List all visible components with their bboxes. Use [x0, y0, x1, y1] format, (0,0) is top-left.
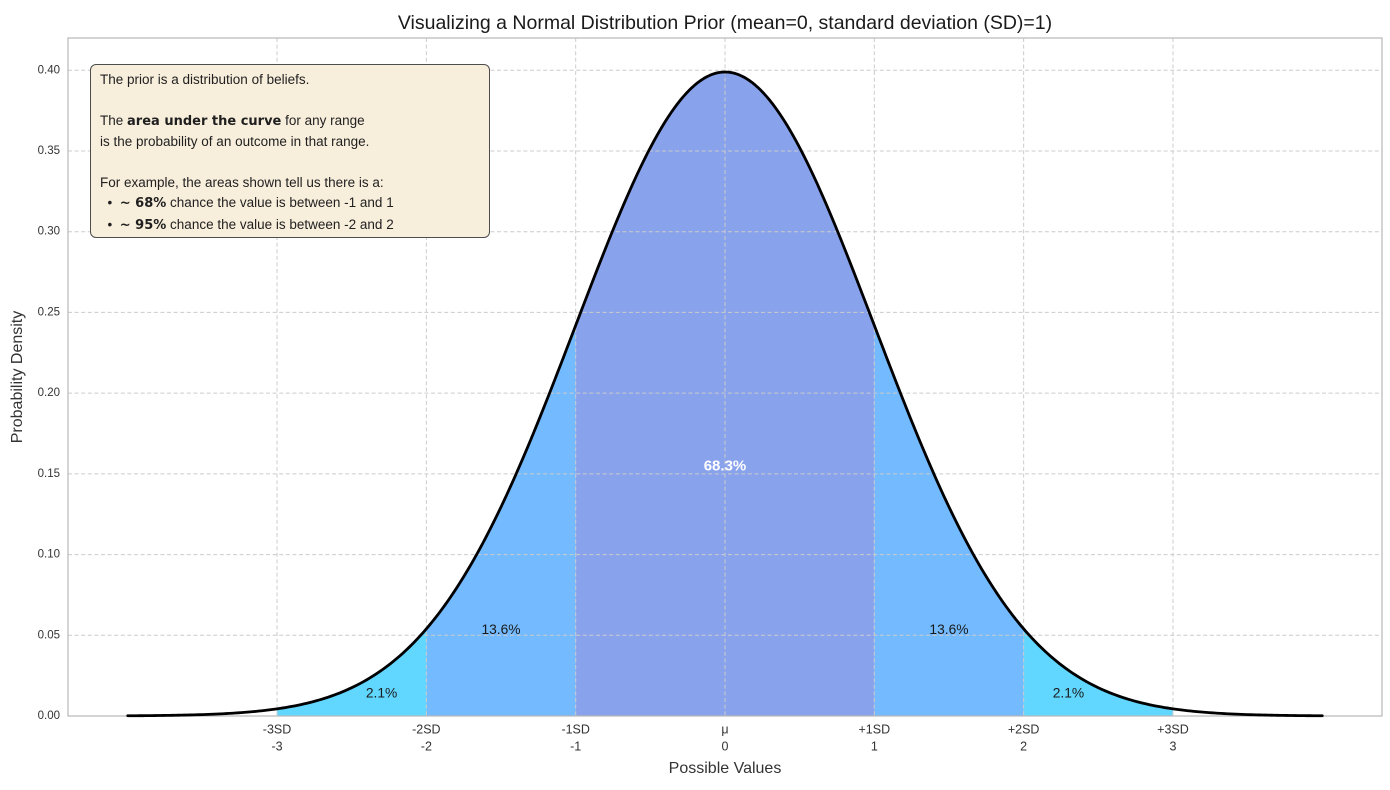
- region-label: 13.6%: [481, 622, 520, 637]
- annotation-bold-text: ~ 68%: [119, 196, 167, 212]
- y-tick-label: 0.00: [38, 710, 60, 722]
- y-tick-label: 0.20: [38, 387, 60, 399]
- x-tick-sd-label: +2SD: [1008, 723, 1040, 737]
- annotation-line: is the probability of an outcome in that…: [100, 132, 480, 152]
- x-tick-num-label: 2: [1020, 740, 1027, 754]
- y-tick-label: 0.40: [38, 64, 60, 76]
- region-label: 13.6%: [929, 622, 968, 637]
- annotation-bold-text: area under the curve: [127, 113, 282, 129]
- y-axis-label: Probability Density: [9, 311, 26, 444]
- annotation-text: chance the value is between -1 and 1: [166, 195, 394, 211]
- annotation-text: chance the value is between -2 and 2: [166, 216, 394, 232]
- x-tick-num-label: 0: [722, 740, 729, 754]
- annotation-bold-text: ~ 95%: [119, 217, 167, 233]
- annotation-text: •: [100, 195, 120, 211]
- annotation-line: • ~ 95% chance the value is between -2 a…: [100, 215, 480, 236]
- annotation-line: For example, the areas shown tell us the…: [100, 173, 480, 193]
- annotation-text: The: [100, 112, 128, 128]
- annotation-text: The prior is a distribution of beliefs.: [100, 72, 310, 87]
- annotation-text: For example, the areas shown tell us the…: [100, 175, 384, 190]
- y-tick-label: 0.05: [38, 629, 60, 641]
- x-tick-sd-label: +1SD: [859, 723, 891, 737]
- x-tick-sd-label: -1SD: [561, 723, 589, 737]
- x-tick-sd-label: +3SD: [1157, 723, 1189, 737]
- x-tick-sd-label: -3SD: [263, 723, 291, 737]
- annotation-line: [100, 153, 480, 173]
- region-labels: 2.1% 13.6% 68.3% 13.6% 2.1%: [366, 457, 1084, 700]
- annotation-line: The area under the curve for any range: [100, 111, 480, 132]
- chart-title: Visualizing a Normal Distribution Prior …: [398, 12, 1052, 34]
- x-tick-sd-label: -2SD: [412, 723, 440, 737]
- annotation-line: [100, 90, 480, 110]
- x-tick-num-label: -2: [421, 740, 432, 754]
- y-tick-labels: 0.00 0.05 0.10 0.15 0.20 0.25 0.30 0.35 0.40: [38, 64, 60, 722]
- region-label: 2.1%: [1053, 685, 1084, 700]
- x-tick-num-label: -1: [570, 740, 581, 754]
- region-fill-2-to-3: [1023, 628, 1173, 716]
- plot-frame: [67, 37, 1383, 717]
- x-tick-num-label: 3: [1169, 740, 1176, 754]
- x-tick-sd-label: μ: [721, 723, 728, 737]
- x-tick-labels: -3SD -3 -2SD -2 -1SD -1 μ 0 +1SD 1 +2SD 2 +3SD 3: [263, 723, 1189, 754]
- region-label: 68.3%: [704, 457, 747, 474]
- annotation-line: • ~ 68% chance the value is between -1 a…: [100, 193, 480, 214]
- x-tick-num-label: 1: [871, 740, 878, 754]
- region-fill--3-to--2: [277, 628, 427, 716]
- region-label: 2.1%: [366, 685, 397, 700]
- x-axis-label: Possible Values: [669, 760, 782, 777]
- annotation-line: The prior is a distribution of beliefs.: [100, 70, 480, 90]
- x-tick-num-label: -3: [271, 740, 282, 754]
- annotation-box: The prior is a distribution of beliefs. T…: [90, 64, 490, 238]
- annotation-text: for any range: [281, 112, 365, 128]
- y-tick-label: 0.35: [38, 145, 60, 157]
- y-tick-label: 0.10: [38, 549, 60, 561]
- y-tick-label: 0.15: [38, 468, 60, 480]
- normal-curve: [126, 70, 1324, 718]
- y-tick-label: 0.30: [38, 226, 60, 238]
- annotation-text: is the probability of an outcome in that…: [100, 134, 370, 150]
- annotation-text: •: [100, 216, 120, 232]
- y-tick-label: 0.25: [38, 306, 60, 318]
